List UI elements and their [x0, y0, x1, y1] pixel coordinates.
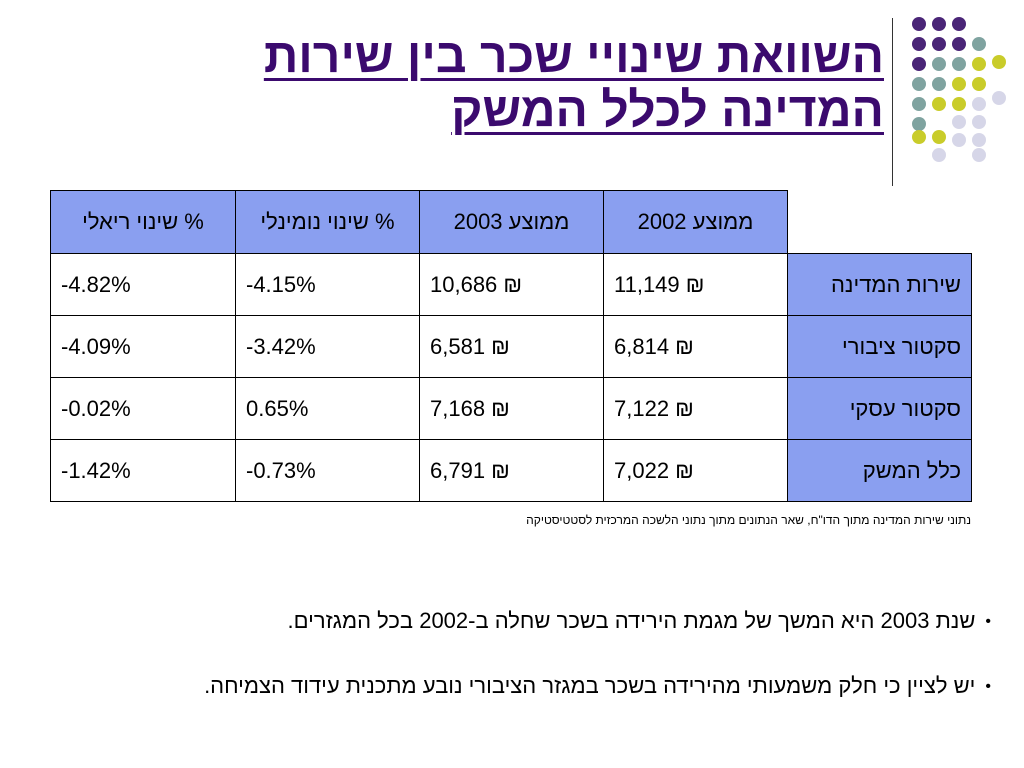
dot [932, 17, 946, 31]
dot [992, 91, 1006, 105]
bullet-icon: • [985, 613, 991, 630]
table-cell: -3.42% [235, 315, 420, 378]
table-cell: 10,686 ₪ [419, 253, 604, 316]
table-cell: -4.82% [50, 253, 236, 316]
table-cell: 7,022 ₪ [603, 439, 788, 502]
column-header: ממוצע 2003 [419, 190, 604, 254]
dot [952, 37, 966, 51]
bullet-text: יש לציין כי חלק משמעותי מהירידה בשכר במג… [204, 673, 976, 698]
table-cell: -4.15% [235, 253, 420, 316]
table-cell: 6,814 ₪ [603, 315, 788, 378]
dot [972, 77, 986, 91]
dot [972, 97, 986, 111]
dot [912, 117, 926, 131]
dot [972, 133, 986, 147]
dot [972, 57, 986, 71]
dot [932, 97, 946, 111]
dot [912, 57, 926, 71]
dot [912, 130, 926, 144]
dot [932, 148, 946, 162]
dot [952, 77, 966, 91]
dot [912, 77, 926, 91]
dot [912, 17, 926, 31]
column-header: % שינוי נומינלי [235, 190, 420, 254]
dot [972, 148, 986, 162]
list-item: • יש לציין כי חלק משמעותי מהירידה בשכר במ… [11, 673, 991, 699]
dot [952, 133, 966, 147]
dot [952, 57, 966, 71]
table-cell: 11,149 ₪ [603, 253, 788, 316]
dot [952, 17, 966, 31]
table-row: שירות המדינה 11,149 ₪ 10,686 ₪ -4.15% -4… [50, 253, 972, 316]
list-item: • שנת 2003 היא המשך של מגמת הירידה בשכר ש… [11, 608, 991, 634]
dot [932, 37, 946, 51]
table-cell: -0.02% [50, 377, 236, 440]
table-cell: 7,122 ₪ [603, 377, 788, 440]
table-header-row: ממוצע 2002 ממוצע 2003 % שינוי נומינלי % … [50, 190, 972, 254]
table-cell: -0.73% [235, 439, 420, 502]
table-cell: 7,168 ₪ [419, 377, 604, 440]
table-cell: 0.65% [235, 377, 420, 440]
bullet-text: שנת 2003 היא המשך של מגמת הירידה בשכר שח… [287, 608, 976, 633]
dot [912, 97, 926, 111]
row-label: סקטור ציבורי [787, 315, 972, 378]
title-line-2: המדינה לכלל המשק [451, 84, 884, 137]
dot [932, 130, 946, 144]
table-cell: -4.09% [50, 315, 236, 378]
table-cell: -1.42% [50, 439, 236, 502]
slide-title: השוואת שינויי שכר בין שירות המדינה לכלל … [164, 30, 884, 138]
row-label: סקטור עסקי [787, 377, 972, 440]
title-line-1: השוואת שינויי שכר בין שירות [263, 30, 884, 83]
bullet-list: • שנת 2003 היא המשך של מגמת הירידה בשכר ש… [11, 608, 991, 738]
bullet-icon: • [985, 678, 991, 695]
dot [992, 55, 1006, 69]
table-row: כלל המשק 7,022 ₪ 6,791 ₪ -0.73% -1.42% [50, 439, 972, 502]
dot [952, 115, 966, 129]
dot [932, 57, 946, 71]
dot [912, 37, 926, 51]
wage-comparison-table: ממוצע 2002 ממוצע 2003 % שינוי נומינלי % … [50, 190, 972, 502]
table-cell: 6,581 ₪ [419, 315, 604, 378]
dot [972, 115, 986, 129]
table-row: סקטור ציבורי 6,814 ₪ 6,581 ₪ -3.42% -4.0… [50, 315, 972, 378]
row-label: כלל המשק [787, 439, 972, 502]
table-cell: 6,791 ₪ [419, 439, 604, 502]
dot [952, 97, 966, 111]
row-label: שירות המדינה [787, 253, 972, 316]
column-header: % שינוי ריאלי [50, 190, 236, 254]
title-divider [892, 18, 893, 186]
dot [972, 37, 986, 51]
table-row: סקטור עסקי 7,122 ₪ 7,168 ₪ 0.65% -0.02% [50, 377, 972, 440]
column-header: ממוצע 2002 [603, 190, 788, 254]
table-corner [788, 191, 972, 254]
dot [932, 77, 946, 91]
source-note: נתוני שירות המדינה מתוך הדו"ח, שאר הנתונ… [526, 513, 971, 527]
